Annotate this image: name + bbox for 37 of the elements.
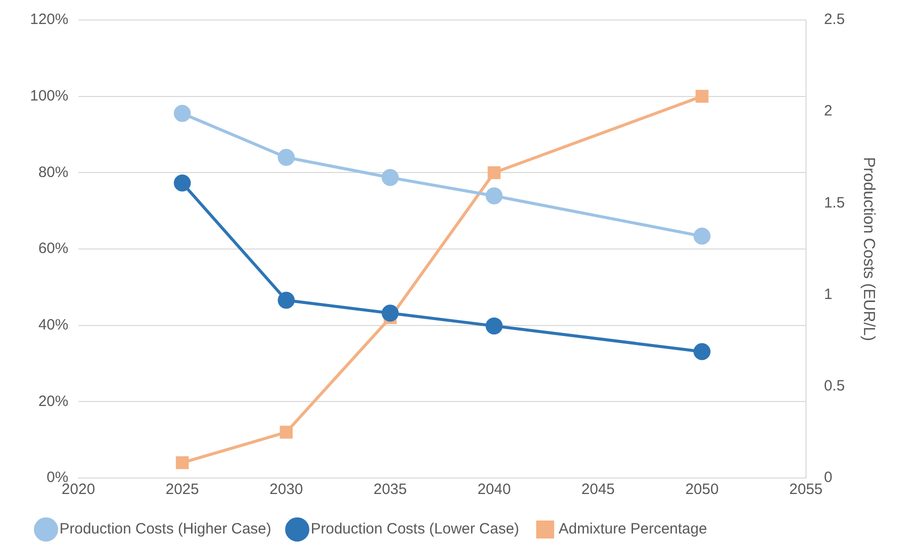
y2-tick-label: 2.5 [824, 11, 845, 28]
point [694, 228, 711, 245]
y-tick-label: 40% [38, 316, 68, 334]
x-tick-label: 2040 [477, 481, 511, 498]
point [486, 317, 503, 334]
point [488, 166, 501, 180]
x-tick-label: 2050 [685, 481, 719, 498]
point [382, 304, 399, 322]
point [280, 426, 293, 439]
point [694, 343, 711, 360]
y-tick-label: 60% [38, 240, 68, 258]
x-tick-label: 2025 [166, 481, 199, 498]
x-tick-label: 2030 [270, 481, 303, 498]
y-tick-label: 100% [30, 87, 68, 104]
y-tick-label: 20% [38, 392, 68, 410]
legend-label: Production Costs (Higher Case) [60, 520, 272, 538]
point [486, 187, 503, 204]
y2-tick-label: 0 [824, 469, 832, 486]
point [382, 169, 399, 186]
point [278, 292, 295, 309]
legend-label: Admixture Percentage [558, 520, 708, 538]
y2-axis-title: Production Costs (EUR/L) [860, 156, 877, 342]
point [696, 90, 708, 103]
point [174, 104, 191, 122]
x-tick-label: 2045 [581, 481, 615, 498]
y2-tick-label: 1 [824, 286, 832, 303]
y-tick-label: 120% [30, 11, 68, 28]
y-tick-label: 80% [38, 164, 68, 181]
point [176, 456, 189, 470]
legend-label: Production Costs (Lower Case) [310, 520, 520, 538]
y2-tick-label: 1.5 [824, 194, 845, 212]
point [278, 148, 295, 166]
y2-tick-label: 0.5 [824, 378, 845, 395]
point [174, 174, 191, 192]
y2-tick-label: 2 [824, 102, 832, 120]
x-tick-label: 2035 [374, 481, 407, 498]
x-tick-label: 2055 [789, 481, 823, 498]
